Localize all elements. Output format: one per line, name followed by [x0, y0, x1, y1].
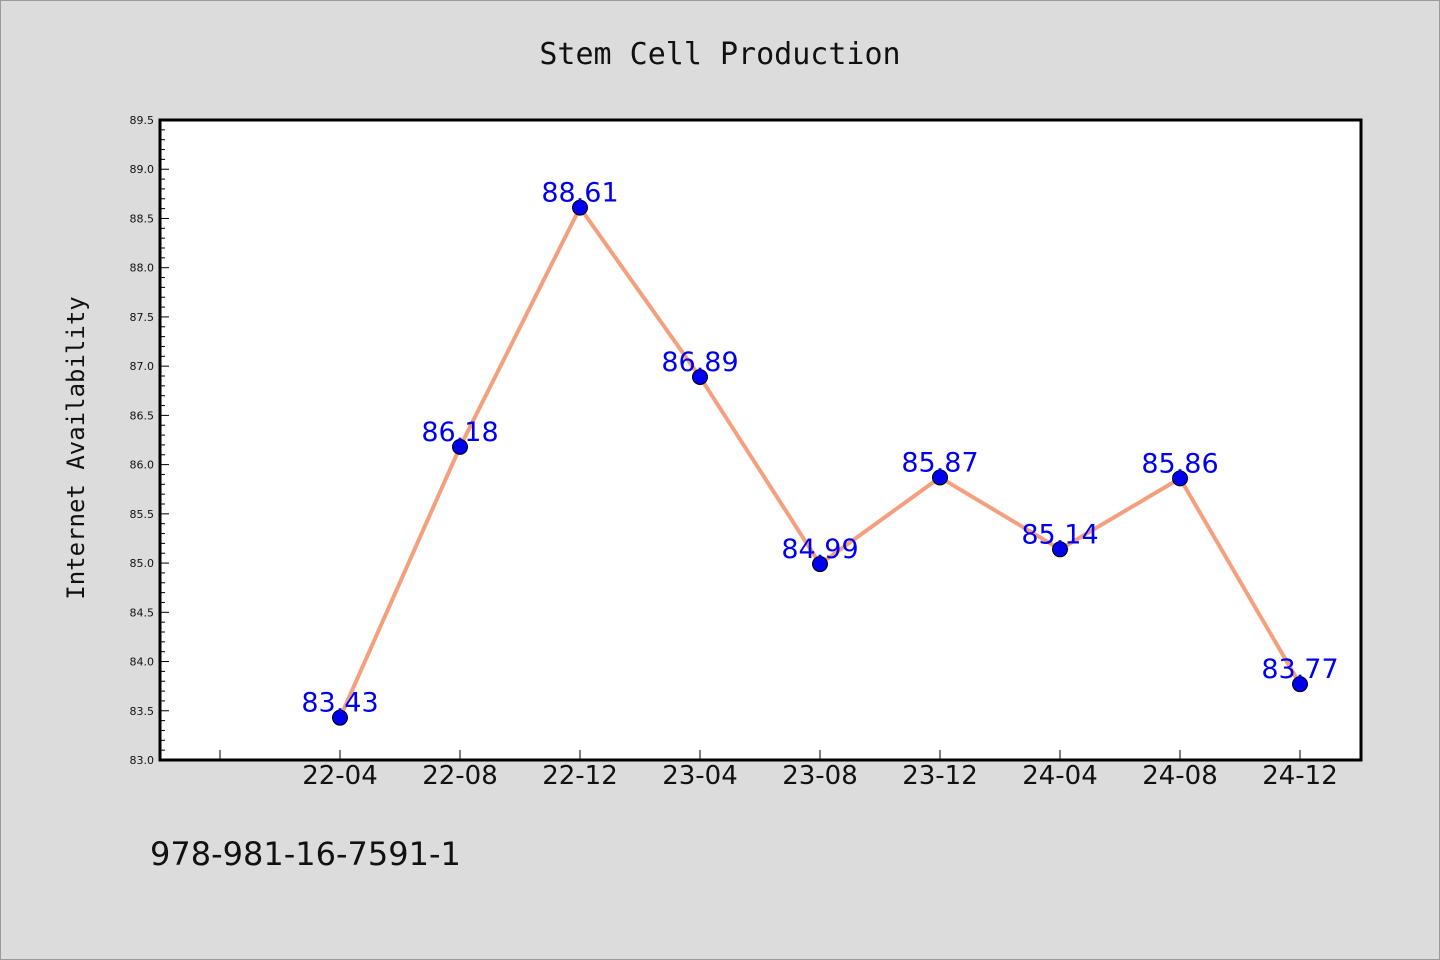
footer-text: 978-981-16-7591-1 — [150, 835, 461, 873]
data-label: 85.14 — [1021, 519, 1098, 550]
x-tick-label: 22-08 — [422, 761, 498, 791]
data-point — [1172, 470, 1188, 487]
y-tick-label: 84.0 — [130, 656, 155, 669]
x-tick-label: 22-12 — [542, 761, 618, 791]
x-tick-label: 23-08 — [782, 761, 858, 791]
data-label: 83.77 — [1261, 654, 1338, 685]
y-axis-label: Internet Availability — [62, 296, 90, 599]
data-label: 86.18 — [421, 417, 498, 448]
data-point — [932, 469, 948, 486]
series-line: 83.43 86.18 88.61 86.89 84.99 85.87 85.14 85.86… — [301, 178, 1339, 726]
y-tick-label: 87.0 — [130, 360, 155, 373]
x-tick-label: 24-12 — [1262, 761, 1338, 791]
y-tick-label: 86.5 — [130, 409, 155, 422]
y-tick-label: 85.0 — [130, 557, 155, 570]
data-label: 85.86 — [1141, 448, 1218, 479]
y-tick-label: 89.5 — [130, 114, 155, 127]
data-label: 85.87 — [901, 447, 978, 478]
chart-title: Stem Cell Production — [539, 37, 900, 72]
x-axis: 22-04 22-08 22-12 23-04 23-08 23-12 24-04 24-08… — [219, 750, 1338, 791]
data-label: 86.89 — [661, 347, 738, 378]
y-tick-label: 85.5 — [130, 508, 155, 521]
data-point — [692, 368, 708, 385]
y-tick-label: 88.0 — [130, 262, 155, 275]
plot-border — [158, 118, 1363, 762]
data-point — [1052, 541, 1068, 558]
plot-area — [160, 120, 1361, 760]
data-point — [572, 199, 588, 216]
y-tick-label: 86.0 — [130, 459, 155, 472]
x-tick-label: 22-04 — [302, 761, 378, 791]
y-tick-label: 87.5 — [130, 311, 155, 324]
x-tick-label: 23-04 — [662, 761, 738, 791]
x-tick-label: 24-04 — [1022, 761, 1098, 791]
y-tick-label: 88.5 — [130, 212, 155, 225]
x-tick-label: 24-08 — [1142, 761, 1218, 791]
data-point — [452, 438, 468, 455]
data-point — [1292, 676, 1308, 693]
data-label: 84.99 — [781, 534, 858, 565]
x-tick-label: 23-12 — [902, 761, 978, 791]
y-tick-label: 83.5 — [130, 705, 155, 718]
data-label: 88.61 — [541, 178, 618, 209]
data-point — [332, 709, 348, 726]
y-tick-label: 83.0 — [130, 754, 155, 767]
y-axis: 83.0 83.5 84.0 84.5 85.0 85.5 86.0 86.5 87.0 87.5… — [130, 114, 169, 767]
data-point — [812, 556, 828, 573]
data-label: 83.43 — [301, 688, 378, 719]
y-tick-label: 84.5 — [130, 606, 155, 619]
y-tick-label: 89.0 — [130, 163, 155, 176]
